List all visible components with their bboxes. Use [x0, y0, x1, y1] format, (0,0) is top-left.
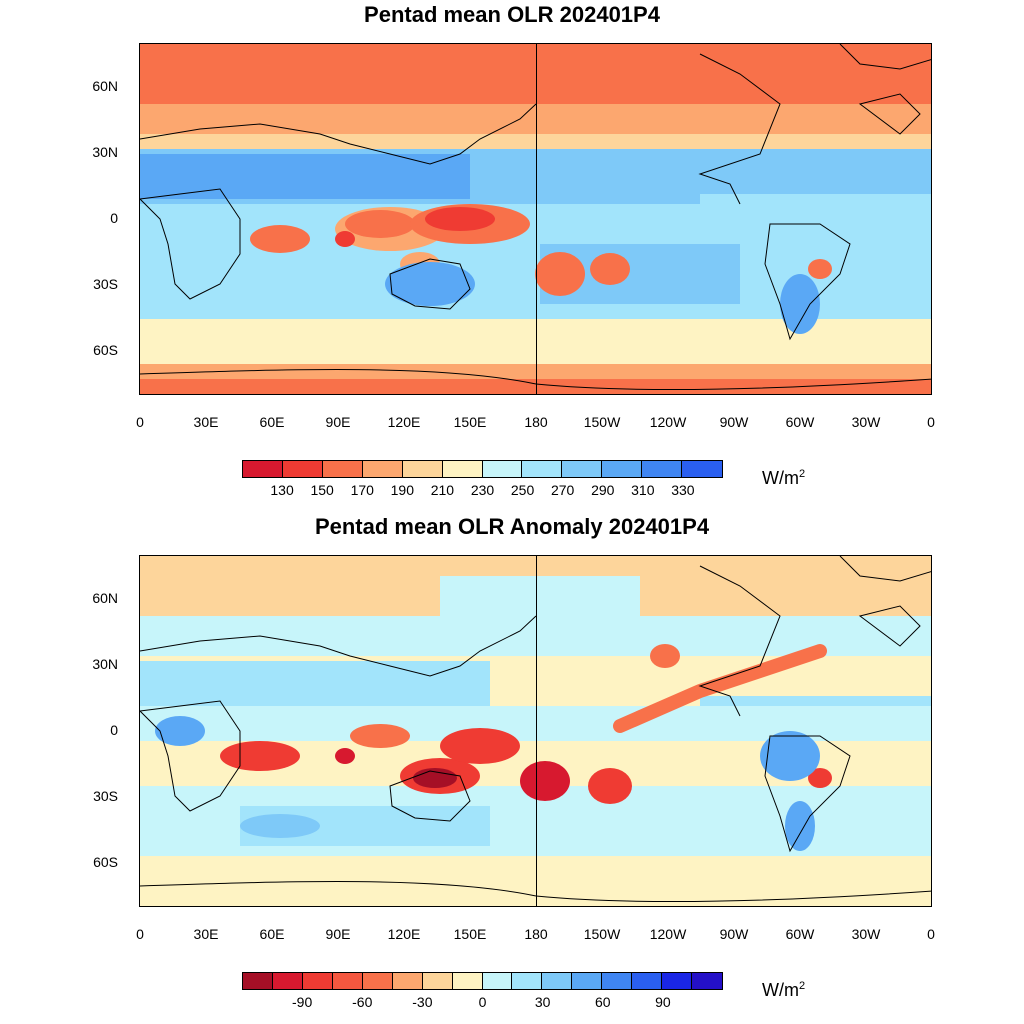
- colorbar-swatch: [522, 461, 563, 477]
- colorbar-swatch: [632, 973, 663, 989]
- lat-label-30n: 30N: [92, 144, 118, 160]
- colorbar-swatch: [562, 461, 603, 477]
- lat-label-30n: 30N: [92, 656, 118, 672]
- lat-label-30s: 30S: [93, 788, 118, 804]
- olr-anomaly-map: [139, 555, 932, 907]
- lat-label-60s: 60S: [93, 854, 118, 870]
- colorbar-swatch: [572, 973, 603, 989]
- olr-colorbar: [242, 460, 723, 478]
- lon-label: 90W: [719, 414, 749, 430]
- colorbar-swatch: [642, 461, 683, 477]
- lon-label: 0: [927, 414, 935, 430]
- lon-label: 30E: [193, 414, 219, 430]
- colorbar-swatch: [442, 461, 483, 477]
- colorbar-swatch: [692, 973, 722, 989]
- colorbar-swatch: [422, 973, 453, 989]
- lon-label: 60E: [259, 414, 285, 430]
- colorbar-label: 30: [534, 994, 551, 1010]
- lat-label-eq: 0: [110, 722, 118, 738]
- colorbar-label: 330: [671, 482, 695, 498]
- lon-label: 30W: [851, 926, 881, 942]
- lon-label: 180: [524, 926, 548, 942]
- olr-units: W/m2: [762, 468, 806, 488]
- lon-label: 0: [927, 926, 935, 942]
- colorbar-swatch: [302, 973, 333, 989]
- lon-label: 150E: [453, 926, 487, 942]
- olr-map: [139, 43, 932, 395]
- olr-anomaly-title: Pentad mean OLR Anomaly 202401P4: [314, 514, 710, 539]
- colorbar-label: 60: [594, 994, 611, 1010]
- lon-label: 90E: [325, 414, 351, 430]
- colorbar-label: -90: [292, 994, 313, 1010]
- lon-label: 90E: [325, 926, 351, 942]
- olr-title: Pentad mean OLR 202401P4: [364, 2, 660, 27]
- colorbar-label: 210: [430, 482, 455, 498]
- lon-label: 30W: [851, 414, 881, 430]
- lat-label-eq: 0: [110, 210, 118, 226]
- lat-label-60n: 60N: [92, 590, 118, 606]
- olr-anomaly-units: W/m2: [762, 980, 806, 1000]
- colorbar-swatch: [402, 461, 443, 477]
- colorbar-label: 190: [390, 482, 415, 498]
- colorbar-swatch: [332, 973, 363, 989]
- colorbar-label: -30: [412, 994, 433, 1010]
- colorbar-swatch: [662, 973, 693, 989]
- colorbar-label: 150: [310, 482, 334, 498]
- colorbar-swatch: [322, 461, 363, 477]
- colorbar-label: -60: [352, 994, 373, 1010]
- colorbar-label: 90: [655, 994, 671, 1010]
- lat-label-60s: 60S: [93, 342, 118, 358]
- colorbar-label: 230: [470, 482, 495, 498]
- lon-label: 60W: [785, 414, 815, 430]
- colorbar-label: 310: [631, 482, 655, 498]
- colorbar-swatch: [362, 973, 393, 989]
- lon-label: 30E: [193, 926, 219, 942]
- dateline: [536, 556, 537, 906]
- olr-anomaly-field: [140, 556, 931, 906]
- lon-label: 0: [136, 926, 144, 942]
- lat-label-60n: 60N: [92, 78, 118, 94]
- lon-label: 150E: [453, 414, 487, 430]
- colorbar-swatch: [512, 973, 543, 989]
- colorbar-swatch: [602, 461, 643, 477]
- lon-label: 120W: [649, 414, 687, 430]
- lon-label: 120W: [649, 926, 687, 942]
- lon-label: 150W: [583, 414, 621, 430]
- lon-label: 60W: [785, 926, 815, 942]
- olr-field: [140, 44, 931, 394]
- lon-label: 0: [136, 414, 144, 430]
- colorbar-swatch: [482, 461, 523, 477]
- colorbar-label: 290: [591, 482, 615, 498]
- lon-label: 150W: [583, 926, 621, 942]
- lon-label: 120E: [387, 926, 421, 942]
- colorbar-swatch: [482, 973, 513, 989]
- lat-label-30s: 30S: [93, 276, 118, 292]
- colorbar-swatch: [452, 973, 483, 989]
- colorbar-swatch: [282, 461, 323, 477]
- lon-label: 180: [524, 414, 548, 430]
- colorbar-label: 130: [270, 482, 294, 498]
- colorbar-label: 250: [510, 482, 535, 498]
- colorbar-swatch: [362, 461, 403, 477]
- colorbar-label: 170: [350, 482, 374, 498]
- dateline: [536, 44, 537, 394]
- colorbar-swatch: [602, 973, 633, 989]
- colorbar-swatch: [272, 973, 303, 989]
- olr-anomaly-colorbar: [242, 972, 723, 990]
- lon-label: 120E: [387, 414, 421, 430]
- lon-label: 90W: [719, 926, 749, 942]
- colorbar-swatch: [243, 461, 283, 477]
- colorbar-label: 0: [478, 994, 487, 1010]
- colorbar-label: 270: [550, 482, 575, 498]
- colorbar-swatch: [392, 973, 423, 989]
- colorbar-swatch: [542, 973, 573, 989]
- colorbar-swatch: [243, 973, 273, 989]
- colorbar-swatch: [682, 461, 723, 477]
- lon-label: 60E: [259, 926, 285, 942]
